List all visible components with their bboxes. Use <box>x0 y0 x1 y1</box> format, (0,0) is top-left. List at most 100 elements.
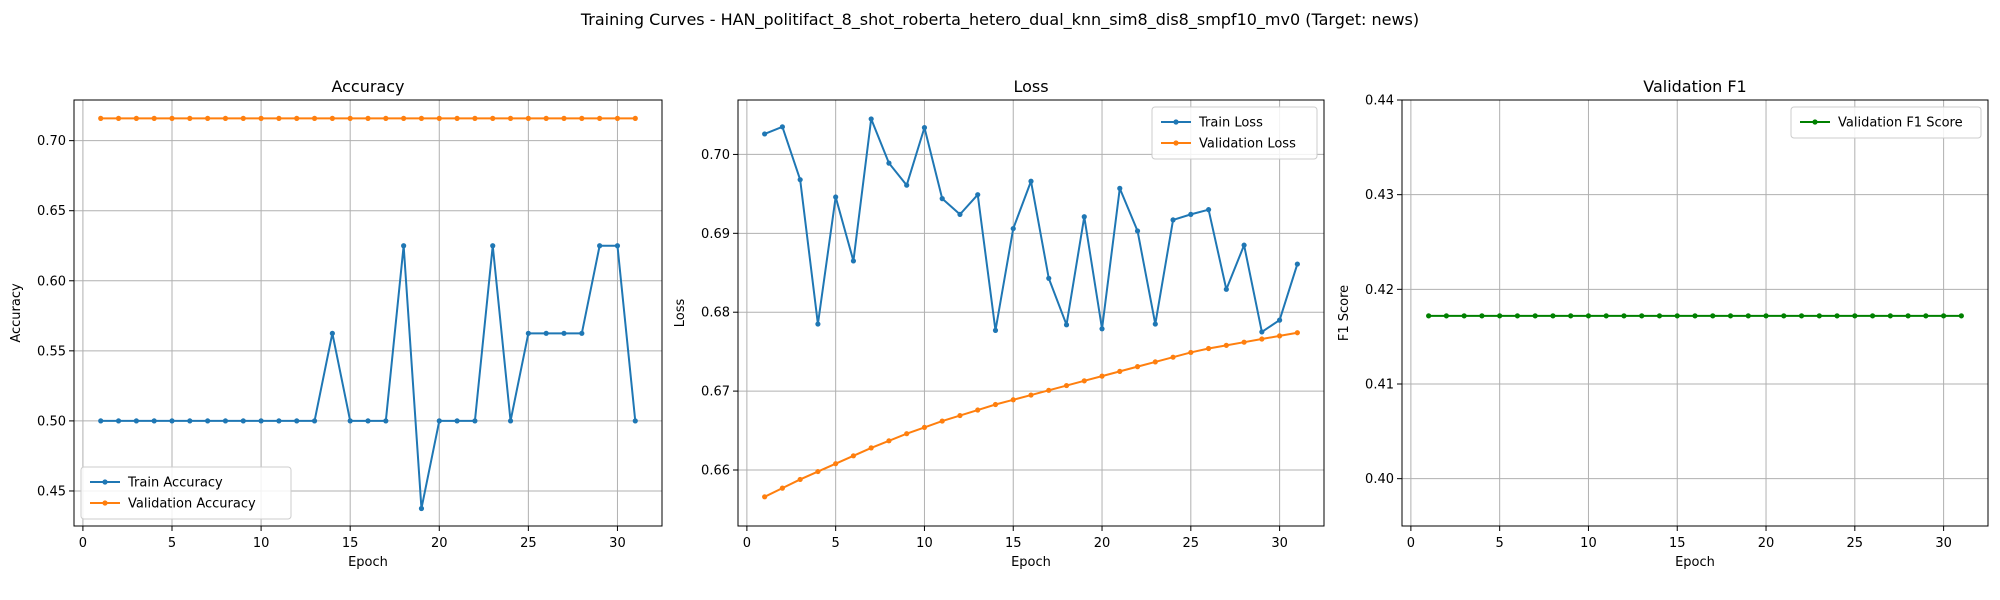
chart-3-series-1-point <box>1639 313 1645 319</box>
chart-1-series-2-point <box>418 115 425 121</box>
chart-2-series-2-point <box>868 445 874 451</box>
chart-1-legend-swatch-marker <box>102 479 108 485</box>
chart-1-series-2-point <box>436 115 442 121</box>
chart-1-legend: Train Accuracy Validation Accuracy <box>80 466 292 520</box>
chart-1-series-1-point <box>543 330 549 336</box>
chart-2-series-1-point <box>1063 322 1070 328</box>
chart-3-title: Validation F1 <box>1643 77 1746 96</box>
chart-3-series-1-point <box>1674 313 1680 319</box>
chart-2-series-1-point <box>797 177 803 183</box>
chart-1-series-2-point <box>276 115 282 121</box>
chart-1-series-1-point <box>401 243 407 249</box>
chart-2-series-2-point <box>1046 387 1052 393</box>
chart-1-series-2-point <box>294 115 300 121</box>
chart-1-series-1-point <box>276 418 282 424</box>
chart-3-series-1-point <box>1603 313 1609 319</box>
chart-2-x-tick-label: 25 <box>1183 536 1200 551</box>
chart-1-y-tick-label: 0.70 <box>37 134 66 149</box>
chart-3-series-1-point <box>1497 313 1503 319</box>
chart-2-series-2-point <box>1152 359 1158 365</box>
chart-2-series-1-point <box>992 327 999 333</box>
chart-2-series-1-point <box>904 182 910 188</box>
chart-1-series-1-point <box>169 418 175 424</box>
chart-1-x-tick-label: 20 <box>431 536 448 551</box>
chart-2-series-2-point <box>1241 339 1247 345</box>
chart-2-series-1-point <box>1010 225 1016 232</box>
chart-2-x-tick-label: 30 <box>1271 536 1288 551</box>
chart-3-series-1-point <box>1461 313 1467 319</box>
chart-1-series-2-point <box>383 115 389 121</box>
chart-1-y-tick-label: 0.55 <box>37 344 66 359</box>
chart-2-series-1-point <box>1152 321 1158 327</box>
chart-1-series-1-point <box>115 418 122 424</box>
chart-3-series-1-point <box>1887 313 1893 319</box>
chart-1-series-2-point <box>222 115 229 121</box>
chart-1-series-2-point <box>597 115 603 121</box>
chart-3-series-1-point <box>1852 313 1858 319</box>
chart-2-axes-frame <box>737 99 1325 527</box>
chart-3-series-1-point <box>1727 313 1734 319</box>
chart-1-x-tick-label: 30 <box>609 536 626 551</box>
chart-2-series-2-point <box>779 485 785 491</box>
chart-1-series-2-point <box>632 115 638 121</box>
chart-2-series-2-point <box>975 407 981 413</box>
chart-2-series-1-point <box>779 124 785 130</box>
chart-1-y-tick-label: 0.65 <box>37 204 66 219</box>
chart-1-series-1-point <box>294 418 300 424</box>
chart-2-y-tick-label: 0.68 <box>701 306 730 321</box>
chart-3-series-1-point <box>1798 313 1805 319</box>
chart-3: 0 5 10 15 20 25 30 0.40 0.41 0.42 0.43 0.44 Validati… <box>1337 77 1989 570</box>
chart-panels: 0 5 10 15 20 25 30 0.45 0.50 0.55 0.60 0.65 0.70 Accu… <box>9 77 1989 570</box>
chart-3-x-tick-label: 15 <box>1669 536 1686 551</box>
chart-2-series-1-point <box>850 258 857 264</box>
chart-2-series-2-point <box>762 494 768 500</box>
chart-1-series-1-point <box>383 418 389 424</box>
chart-2-series-2-point <box>921 424 928 430</box>
chart-1-series-1-point <box>454 418 460 424</box>
chart-2-legend-swatch-marker <box>1173 140 1179 146</box>
chart-2-series-1-point <box>957 211 963 217</box>
chart-1-x-tick-label: 5 <box>168 536 176 551</box>
chart-2-series-2-point <box>1170 354 1176 360</box>
chart-2-legend-box <box>1151 106 1318 160</box>
chart-3-series-1-point <box>1656 313 1663 319</box>
chart-2-series-2-point <box>1259 336 1265 342</box>
chart-1-series-2-point <box>347 115 353 121</box>
chart-3-legend-swatch-marker <box>1812 119 1818 125</box>
chart-2-series-1-point <box>1205 207 1212 213</box>
chart-2-x-axis-label: Epoch <box>1011 555 1051 570</box>
chart-2-x-tick-label: 15 <box>1005 536 1022 551</box>
chart-2-legend: Train Loss Validation Loss <box>1151 106 1318 160</box>
chart-1-series-2-point <box>258 115 264 121</box>
chart-3-series-1-point <box>1550 313 1556 319</box>
chart-1-series-1-point <box>365 418 371 424</box>
chart-1-series-1-point <box>329 330 335 336</box>
chart-3-series-1-point <box>1905 313 1911 319</box>
chart-3-series-1-point <box>1479 313 1485 319</box>
chart-3-series-1-point <box>1443 313 1449 319</box>
chart-2-series-2-point <box>1277 333 1283 339</box>
chart-1-series-2-point <box>614 115 621 121</box>
chart-1-series-1-point <box>614 243 621 249</box>
chart-1-series-1-point <box>347 418 353 424</box>
chart-1-series-2-point <box>311 115 318 121</box>
chart-2-series-2-point <box>904 431 910 437</box>
chart-1-series-1-point <box>311 418 318 424</box>
chart-1-series-1-point <box>240 418 246 424</box>
chart-1-series-2-point <box>187 115 193 121</box>
chart-2-series-1-point <box>1259 329 1265 335</box>
chart-3-series-1-point <box>1426 313 1432 319</box>
chart-2-x-tick-label: 0 <box>743 536 751 551</box>
chart-2-series-2-point <box>815 468 821 475</box>
chart-2-series-1-point <box>1170 217 1176 223</box>
chart-1-series-1-point <box>597 243 603 249</box>
chart-2-series-1-point <box>1223 286 1229 292</box>
chart-2-series-2-point <box>833 461 839 467</box>
chart-2: 0 5 10 15 20 25 30 0.66 0.67 0.68 0.69 0.70 Loss Epoc… <box>673 77 1325 570</box>
chart-2-series-1-point <box>939 196 945 202</box>
chart-1-series-2-point <box>98 115 104 121</box>
chart-3-series-1-point <box>1532 313 1538 319</box>
chart-3-x-tick-label: 0 <box>1407 536 1415 551</box>
chart-2-series-1-point <box>1099 326 1105 332</box>
chart-1-x-tick-label: 15 <box>342 536 359 551</box>
